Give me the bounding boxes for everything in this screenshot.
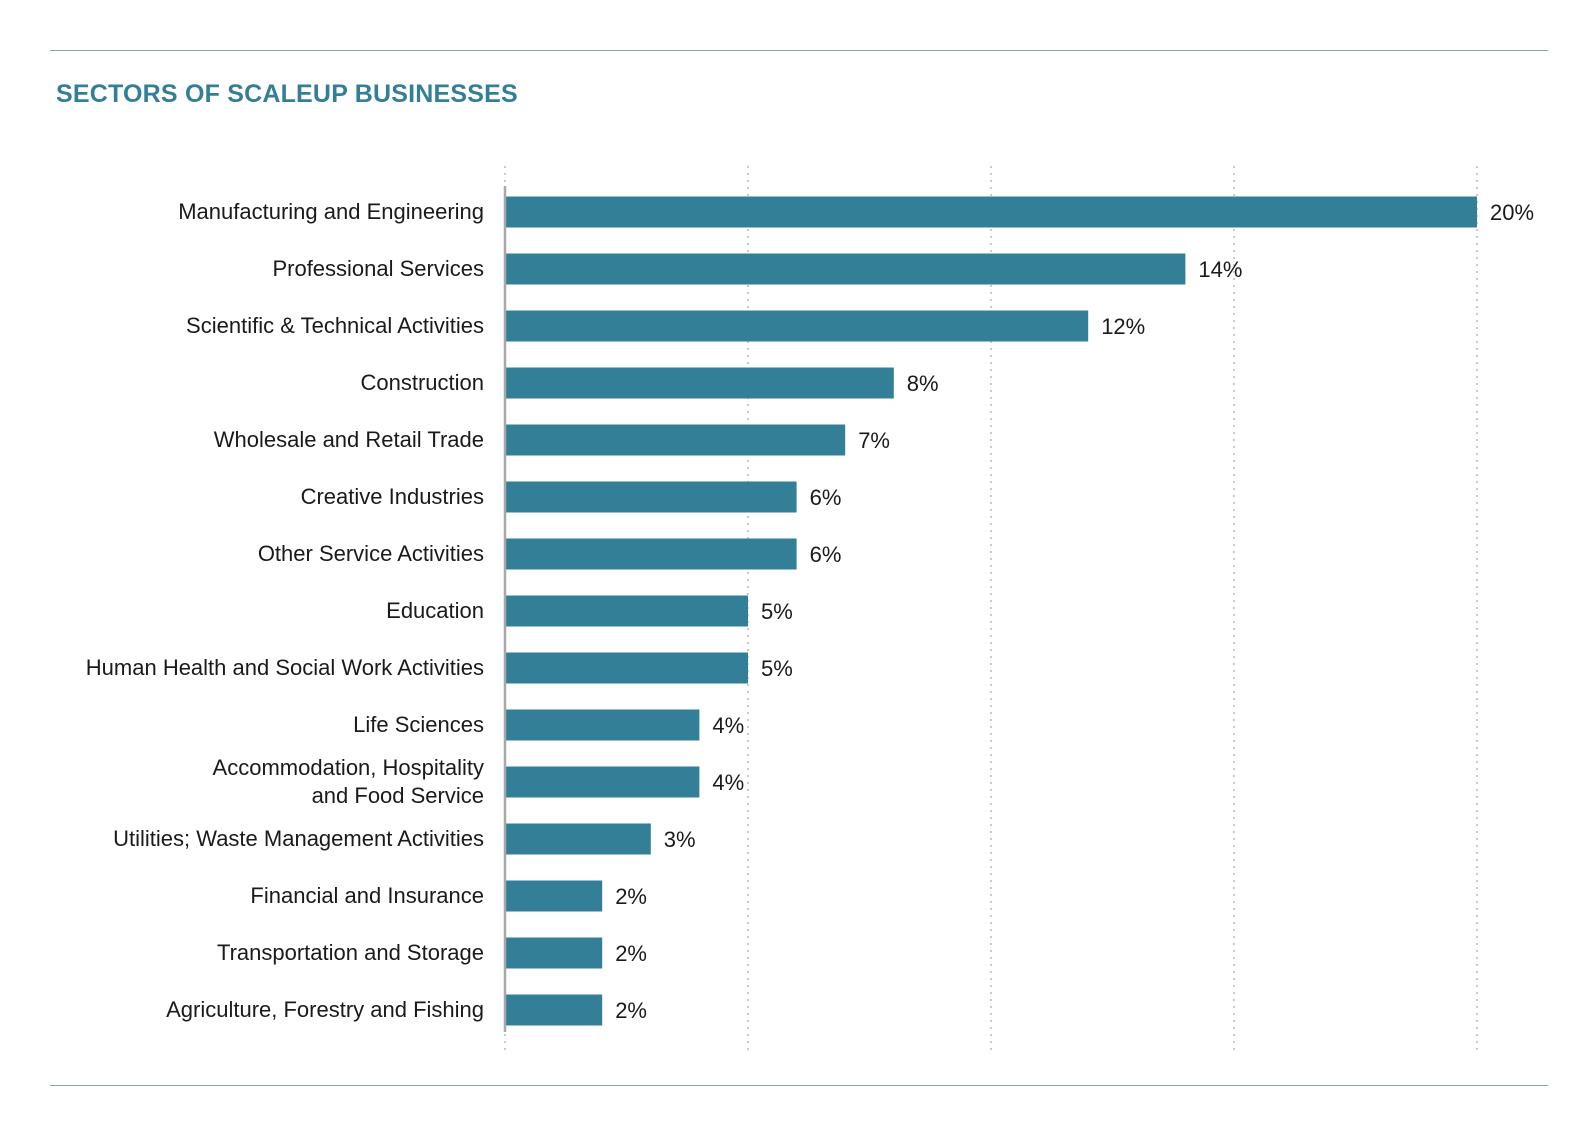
category-label: Agriculture, Forestry and Fishing — [166, 997, 484, 1022]
bar — [505, 766, 700, 798]
bar — [505, 310, 1089, 342]
category-label: Accommodation, Hospitality and Food Servi… — [213, 755, 484, 808]
bar — [505, 823, 651, 855]
value-label: 12% — [1101, 314, 1145, 339]
value-label: 2% — [615, 998, 647, 1023]
category-label: Creative Industries — [301, 484, 484, 509]
bars — [505, 196, 1477, 1026]
value-label: 7% — [858, 428, 890, 453]
bar — [505, 424, 846, 456]
bottom-rule — [50, 1085, 1548, 1086]
top-rule — [50, 50, 1548, 51]
category-label: Other Service Activities — [258, 541, 484, 566]
category-label: Wholesale and Retail Trade — [214, 427, 484, 452]
category-label: Financial and Insurance — [250, 883, 484, 908]
bar — [505, 937, 603, 969]
value-label: 2% — [615, 884, 647, 909]
value-label: 3% — [664, 827, 696, 852]
value-label: 4% — [712, 713, 744, 738]
bar — [505, 880, 603, 912]
bar — [505, 709, 700, 741]
bar — [505, 481, 797, 513]
value-labels: 20% 14% 12% 8% 7% 6% 6% 5% 5% 4% 4% 3% 2% 2% 2% — [615, 200, 1534, 1023]
value-label: 14% — [1198, 257, 1242, 282]
category-label: Human Health and Social Work Activities — [86, 655, 484, 680]
bar — [505, 538, 797, 570]
category-label: Education — [386, 598, 484, 623]
bar — [505, 994, 603, 1026]
category-label: Life Sciences — [353, 712, 484, 737]
category-label: Professional Services — [272, 256, 484, 281]
bar — [505, 367, 894, 399]
value-label: 4% — [712, 770, 744, 795]
category-label: Scientific & Technical Activities — [186, 313, 484, 338]
chart-title: SECTORS OF SCALEUP BUSINESSES — [56, 80, 518, 108]
value-label: 6% — [810, 542, 842, 567]
value-label: 2% — [615, 941, 647, 966]
value-label: 5% — [761, 656, 793, 681]
bar — [505, 595, 748, 627]
bar — [505, 253, 1186, 285]
bar — [505, 652, 748, 684]
bar — [505, 196, 1477, 228]
value-label: 6% — [810, 485, 842, 510]
category-label: Construction — [360, 370, 484, 395]
category-label: Transportation and Storage — [217, 940, 484, 965]
category-labels: Manufacturing and Engineering Professiona… — [86, 199, 484, 1022]
category-label: Utilities; Waste Management Activities — [113, 826, 484, 851]
value-label: 5% — [761, 599, 793, 624]
category-label: Manufacturing and Engineering — [178, 199, 484, 224]
value-label: 8% — [907, 371, 939, 396]
value-label: 20% — [1490, 200, 1534, 225]
